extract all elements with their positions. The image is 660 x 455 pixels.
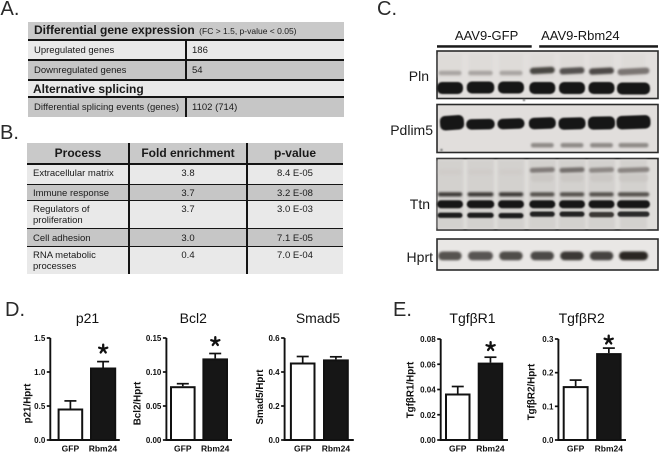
svg-text:0.06: 0.06: [420, 360, 436, 369]
svg-text:0.3: 0.3: [542, 335, 554, 344]
svg-text:GFP: GFP: [174, 444, 192, 454]
svg-text:GFP: GFP: [294, 444, 312, 454]
svg-text:0.0: 0.0: [268, 436, 280, 445]
svg-text:0.08: 0.08: [420, 335, 436, 344]
svg-text:p21/Hprt: p21/Hprt: [23, 383, 34, 423]
svg-text:Smad5: Smad5: [296, 310, 341, 326]
svg-text:0.1: 0.1: [542, 402, 554, 411]
svg-text:0.2: 0.2: [542, 369, 554, 378]
svg-text:0.5: 0.5: [34, 402, 46, 411]
svg-text:Rbm24: Rbm24: [89, 444, 118, 454]
svg-text:1.5: 1.5: [34, 334, 46, 343]
svg-text:0.0: 0.0: [542, 436, 554, 445]
svg-text:TgfβR2/Hprt: TgfβR2/Hprt: [527, 363, 538, 420]
svg-text:GFP: GFP: [62, 444, 80, 454]
svg-text:Rbm24: Rbm24: [595, 444, 624, 454]
svg-text:Smad5/Hprt: Smad5/Hprt: [255, 369, 266, 425]
svg-text:1.0: 1.0: [34, 368, 46, 377]
svg-text:TgfβR2: TgfβR2: [559, 310, 605, 326]
svg-text:0.05: 0.05: [146, 402, 162, 411]
svg-text:TgfβR1: TgfβR1: [449, 310, 495, 326]
svg-text:Bcl2/Hprt: Bcl2/Hprt: [133, 381, 144, 425]
svg-text:0.04: 0.04: [420, 386, 436, 395]
svg-text:0.00: 0.00: [420, 436, 436, 445]
svg-text:0.15: 0.15: [146, 334, 162, 343]
svg-text:0.4: 0.4: [268, 368, 280, 377]
svg-text:0.10: 0.10: [146, 368, 162, 377]
svg-text:0.0: 0.0: [34, 436, 46, 445]
svg-text:GFP: GFP: [567, 444, 585, 454]
svg-text:p21: p21: [76, 310, 100, 326]
svg-text:Rbm24: Rbm24: [322, 444, 351, 454]
svg-text:0.00: 0.00: [146, 436, 162, 445]
svg-text:0.2: 0.2: [268, 402, 280, 411]
svg-text:GFP: GFP: [449, 444, 467, 454]
svg-text:Rbm24: Rbm24: [201, 444, 230, 454]
svg-text:0.6: 0.6: [268, 334, 280, 343]
svg-text:0.02: 0.02: [420, 411, 436, 420]
svg-text:Rbm24: Rbm24: [476, 444, 505, 454]
svg-text:Bcl2: Bcl2: [180, 310, 207, 326]
svg-text:TgfβR1/Hprt: TgfβR1/Hprt: [406, 361, 417, 418]
